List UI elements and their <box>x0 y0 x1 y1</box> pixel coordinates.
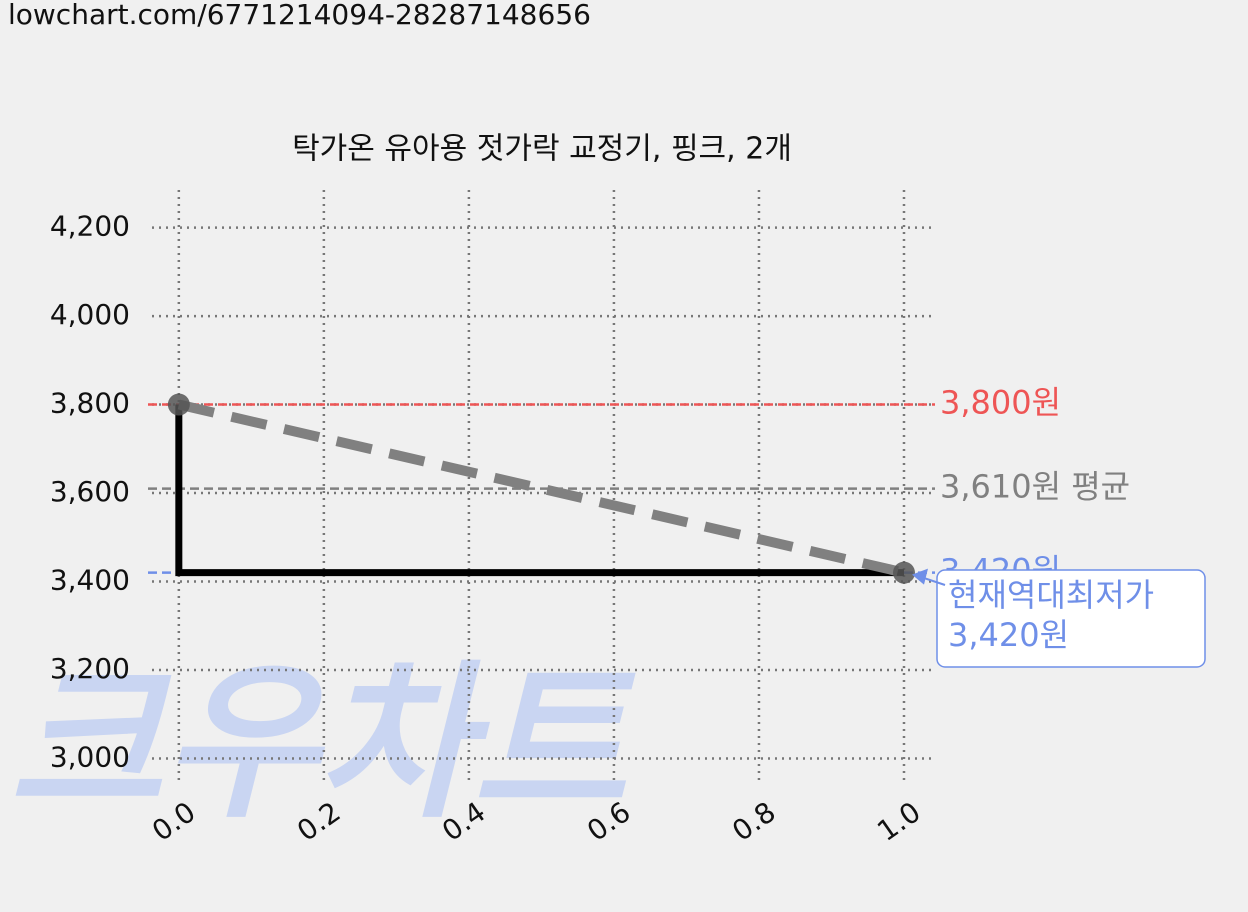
y-tick-label: 4,000 <box>50 298 130 331</box>
annotation-text: 현재역대최저가 <box>948 576 1154 614</box>
annotation-box <box>936 569 1206 668</box>
y-tick-label: 3,400 <box>50 564 130 597</box>
y-tick-label: 4,200 <box>50 210 130 243</box>
watermark: 크우차트 <box>0 647 665 842</box>
point <box>167 393 190 416</box>
y-tick-label: 3,800 <box>50 387 130 420</box>
annotation-text: 3,420원 <box>948 616 1069 654</box>
chart-title: 탁가온 유아용 젓가락 교정기, 핑크, 2개 <box>292 132 792 167</box>
point <box>892 561 915 584</box>
annotation-arrowhead <box>911 568 928 585</box>
y-tick-label: 3,000 <box>50 740 130 773</box>
y-tick-label: 3,200 <box>50 652 130 685</box>
source-url: lowchart.com/6771214094-28287148656 <box>8 0 591 31</box>
reference-label: 3,610원 평균 <box>940 468 1130 506</box>
y-tick-label: 3,600 <box>50 475 130 508</box>
series-line <box>175 404 904 577</box>
series-line <box>177 399 906 578</box>
reference-label: 3,800원 <box>940 384 1061 422</box>
